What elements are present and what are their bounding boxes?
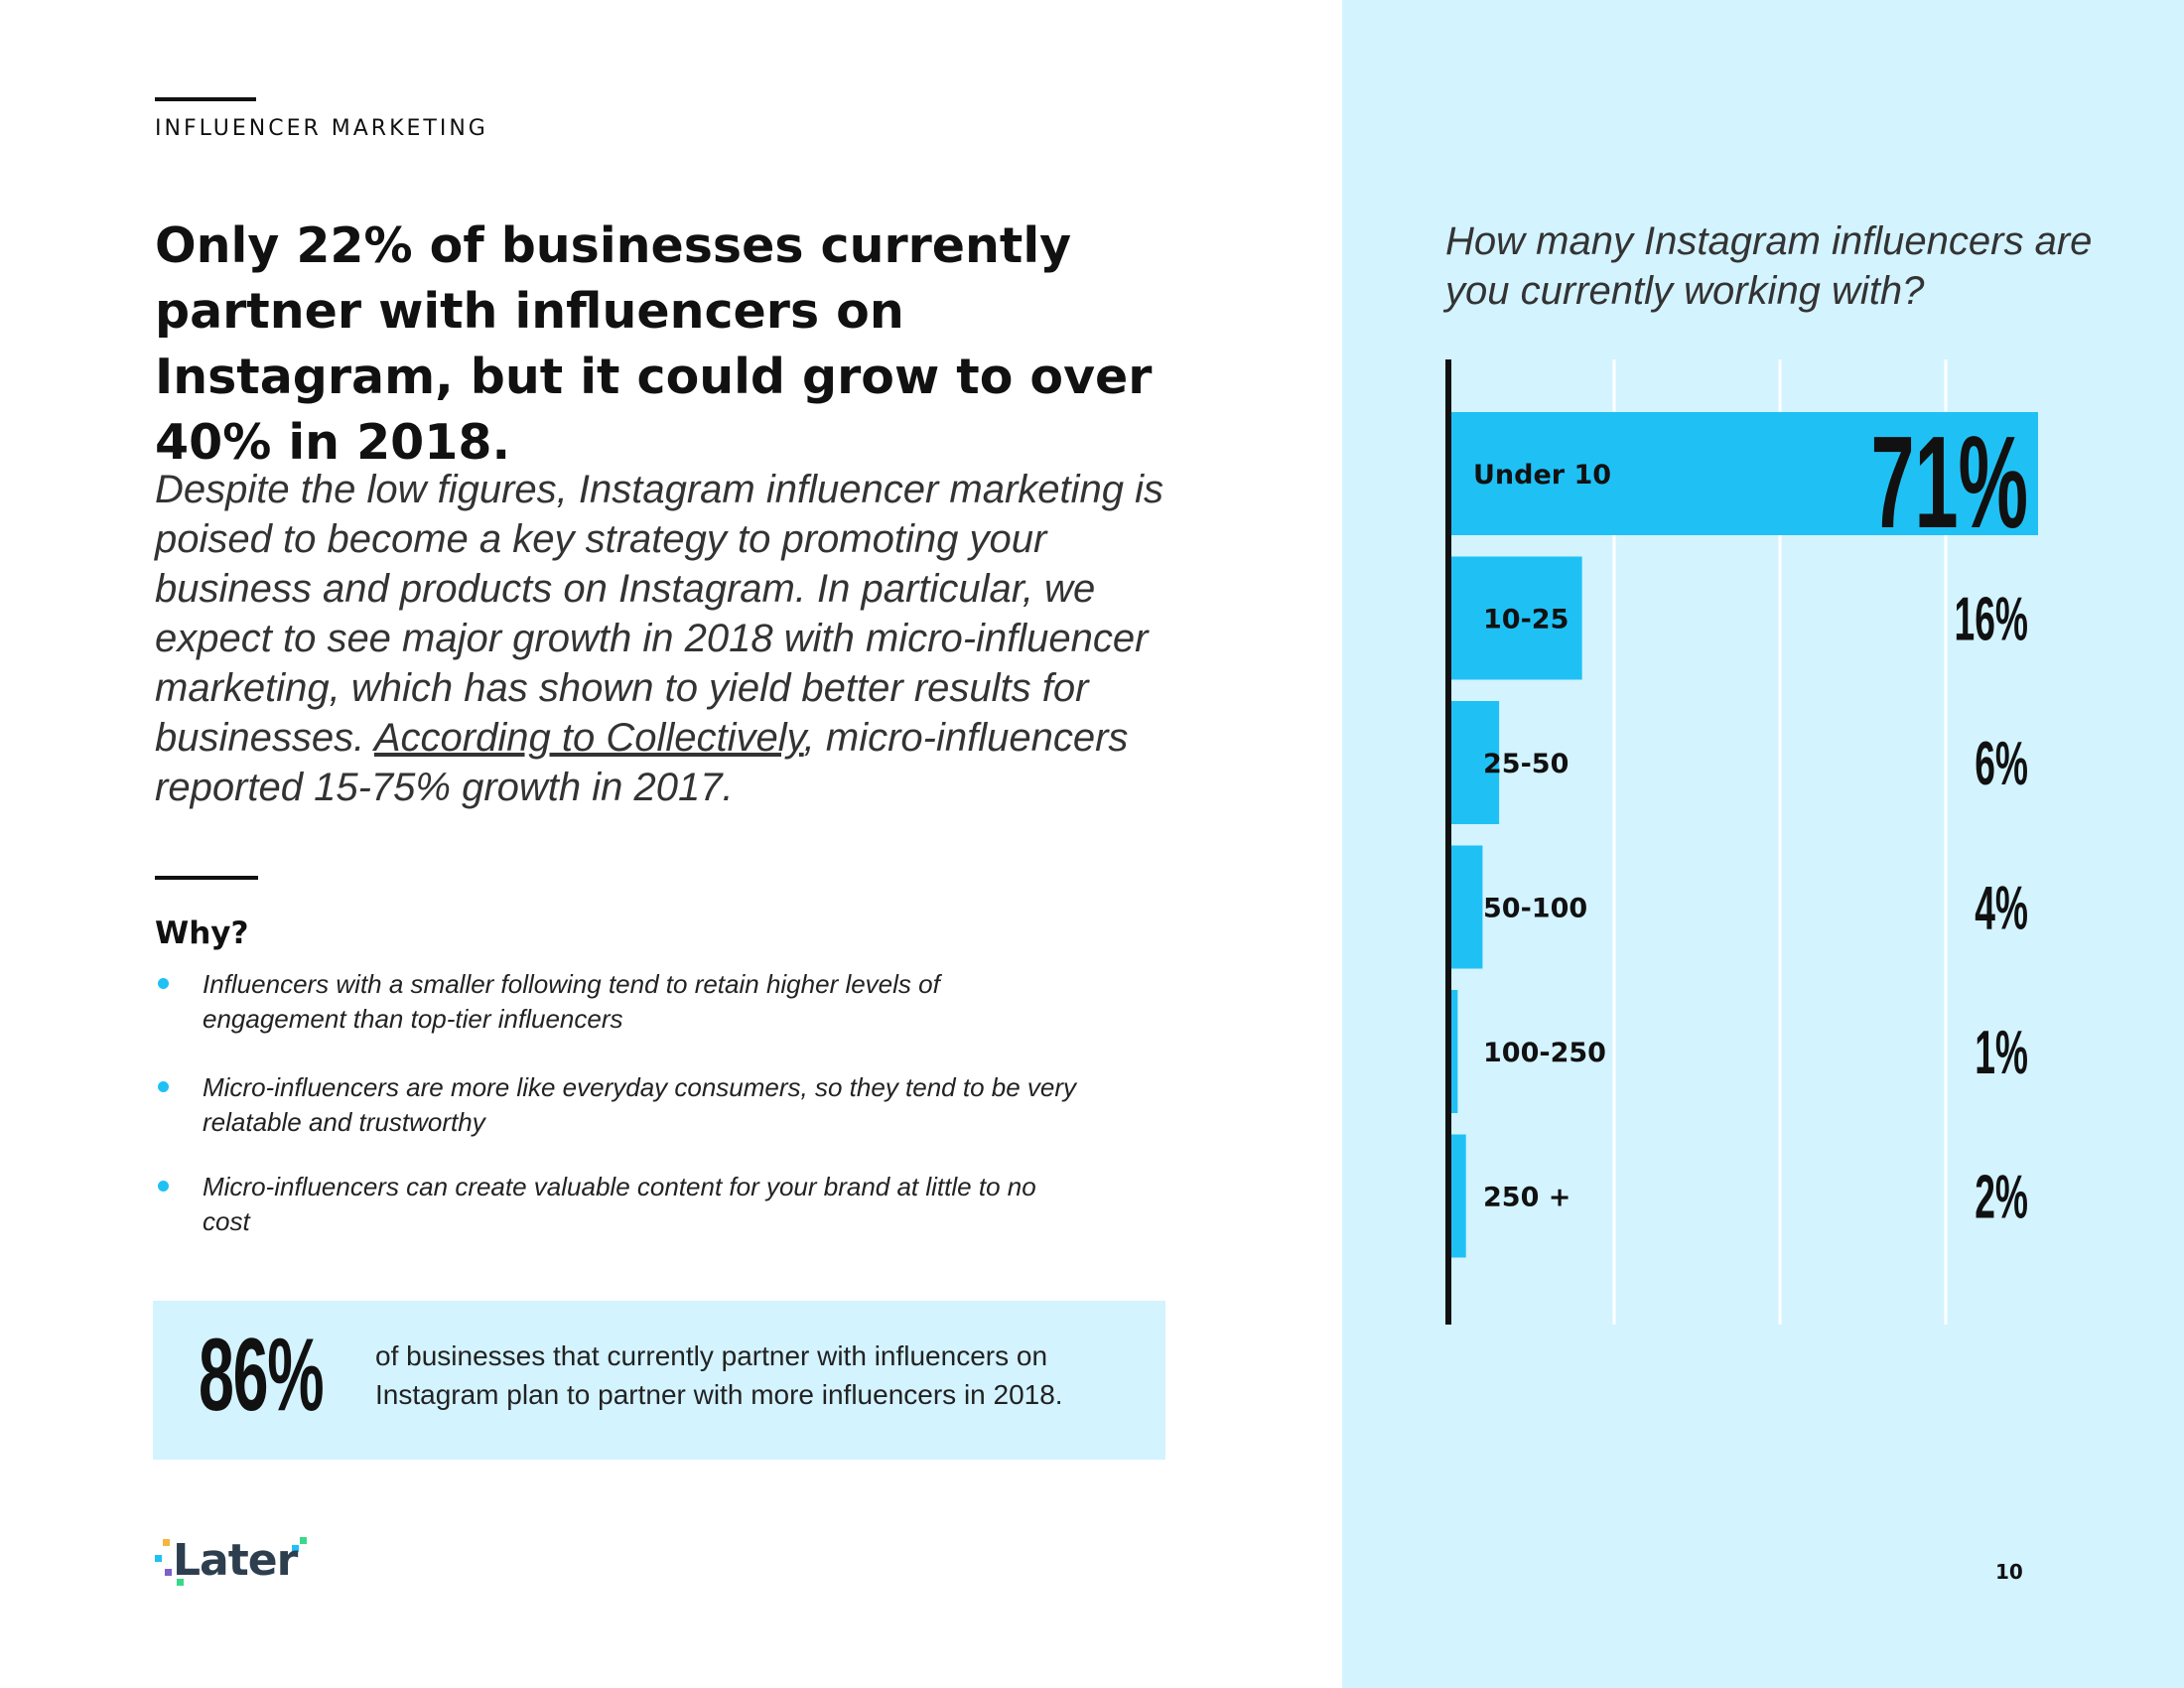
- chart-bar: [1449, 556, 1582, 680]
- section-label: INFLUENCER MARKETING: [155, 116, 488, 141]
- later-logo: Later: [155, 1535, 314, 1595]
- chart-bar-label: 50-100: [1483, 894, 1587, 924]
- chart-bar: [1449, 412, 2038, 535]
- chart-value-label: 4%: [1975, 874, 2028, 942]
- bullet-dot-icon: [158, 1181, 169, 1192]
- logo-pixel: [163, 1539, 170, 1546]
- page-number: 10: [1995, 1560, 2023, 1584]
- stat-number: 86%: [199, 1318, 325, 1433]
- body-paragraph: Despite the low figures, Instagram influ…: [155, 465, 1187, 812]
- logo-pixel: [292, 1545, 299, 1552]
- chart-bar: [1449, 701, 1500, 824]
- bullet-dot-icon: [158, 1081, 169, 1092]
- logo-wordmark: Later: [173, 1535, 298, 1586]
- chart-value-label: 1%: [1975, 1018, 2028, 1086]
- logo-pixel: [155, 1555, 162, 1562]
- logo-pixel: [177, 1579, 184, 1586]
- why-bullet-text: Micro-influencers are more like everyday…: [203, 1072, 1077, 1137]
- chart-value-label: 71%: [1871, 409, 2028, 556]
- why-bullet-text: Micro-influencers can create valuable co…: [203, 1172, 1036, 1236]
- why-bullet-text: Influencers with a smaller following ten…: [203, 969, 940, 1034]
- logo-pixel: [300, 1537, 307, 1544]
- chart-bar-label: Under 10: [1473, 460, 1611, 491]
- why-bullet-item: Micro-influencers can create valuable co…: [155, 1170, 1088, 1239]
- why-title: Why?: [155, 915, 249, 951]
- body-text-end: , micro-influencers reported 15-75% grow…: [155, 716, 1129, 809]
- why-bullet-item: Influencers with a smaller following ten…: [155, 967, 1088, 1037]
- chart-bar-label: 250 +: [1483, 1183, 1570, 1213]
- collectively-link[interactable]: According to Collectively: [373, 716, 804, 760]
- why-rule: [155, 876, 258, 880]
- chart-bar: [1449, 1134, 1466, 1258]
- chart-bar: [1449, 990, 1458, 1113]
- chart-panel: [1342, 0, 2184, 1688]
- stat-callout: 86% of businesses that currently partner…: [153, 1301, 1165, 1460]
- why-bullet-item: Micro-influencers are more like everyday…: [155, 1070, 1088, 1140]
- chart-bar-label: 100-250: [1483, 1038, 1606, 1068]
- stat-text: of businesses that currently partner wit…: [375, 1340, 1063, 1410]
- chart-title: How many Instagram influencers are you c…: [1445, 219, 2093, 313]
- logo-pixel: [165, 1569, 172, 1576]
- chart-value-label: 6%: [1975, 729, 2028, 797]
- chart-value-label: 2%: [1975, 1163, 2028, 1231]
- headline: Only 22% of businesses currently partner…: [155, 217, 1153, 471]
- bullet-dot-icon: [158, 978, 169, 989]
- body-text-start: Despite the low figures, Instagram influ…: [155, 468, 1164, 760]
- section-rule: [155, 97, 256, 101]
- chart-bar-label: 10-25: [1483, 605, 1569, 635]
- chart-bar-label: 25-50: [1483, 749, 1569, 779]
- chart-bar: [1449, 845, 1483, 969]
- chart-value-label: 16%: [1955, 585, 2028, 653]
